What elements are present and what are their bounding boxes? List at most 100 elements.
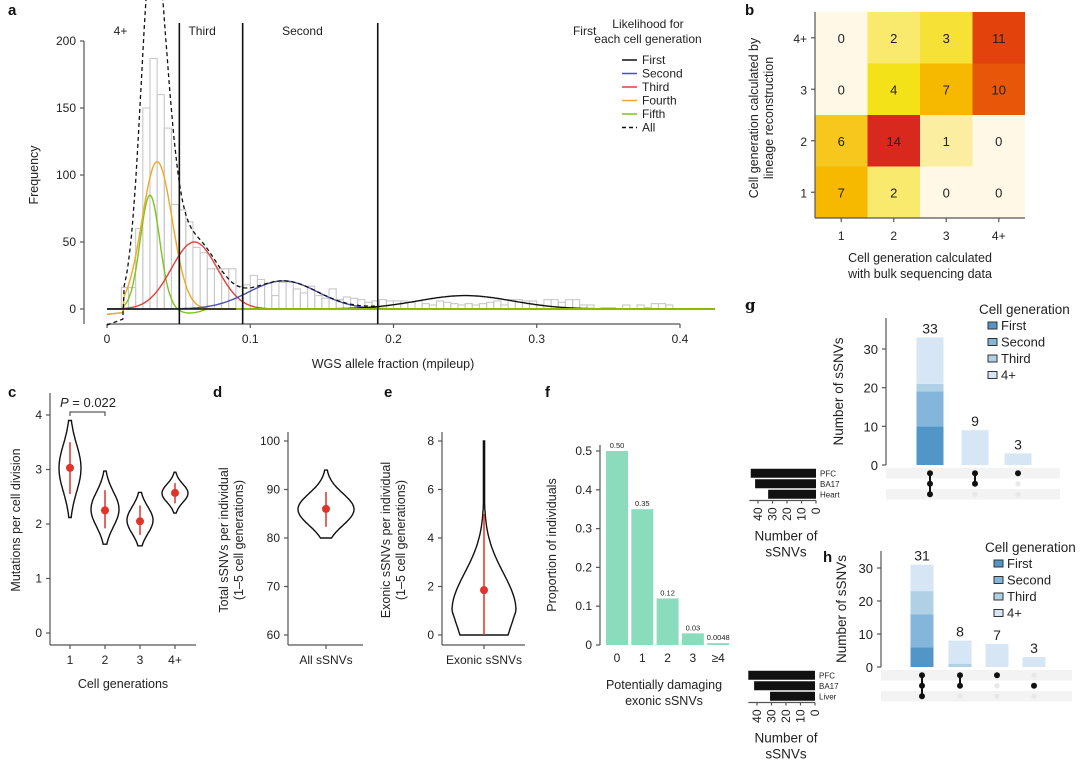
x-axis-label: Cell generation calculated (848, 251, 992, 265)
set-size-tick-label: 30 (766, 507, 780, 521)
x-tick-label: 0.4 (672, 332, 689, 346)
stacked-bar-segment-4plus (961, 430, 989, 465)
x-axis-label: WGS allele fraction (mpileup) (312, 357, 475, 371)
violin-median-point (480, 586, 488, 595)
y-tick-label: 2 (35, 517, 42, 531)
panel-label-a: a (8, 2, 17, 19)
y-tick-label: 0 (35, 626, 42, 640)
histogram-bar (314, 295, 323, 310)
bar-total-label: 33 (922, 320, 938, 336)
histogram-bar (192, 246, 201, 310)
heatmap-cell-value: 1 (943, 134, 950, 149)
histogram-bar (271, 295, 280, 310)
bar-total-label: 7 (993, 627, 1001, 643)
histogram-bar (414, 300, 423, 310)
heatmap-cell (867, 63, 920, 115)
heatmap-cell-value: 2 (890, 185, 897, 200)
region-label: Second (282, 24, 323, 38)
y-tick-label: 4+ (793, 32, 807, 46)
curve-all (106, 0, 378, 326)
y-tick-label: 70 (267, 580, 281, 594)
set-size-bar (754, 681, 815, 691)
x-tick-label: 0.1 (242, 332, 259, 346)
matrix-dot-empty (994, 683, 1000, 689)
panel-label-f: f (545, 384, 551, 401)
set-name-label: BA17 (819, 682, 839, 691)
heatmap-cell (867, 115, 920, 167)
x-tick-label: ≥4 (712, 651, 726, 665)
histogram-bar (321, 297, 330, 310)
y-tick-label: 0 (585, 638, 592, 652)
bar-value-label: 0.35 (635, 499, 650, 508)
matrix-dot-empty (1031, 693, 1037, 699)
stacked-bar-segment-4plus (1004, 453, 1032, 465)
legend-label: Third (1001, 351, 1031, 366)
bar-total-label: 3 (1014, 436, 1022, 452)
panel-label-g: g (745, 296, 756, 314)
heatmap-cell (815, 115, 868, 167)
histogram-bar (292, 288, 301, 310)
bar-total-label: 9 (971, 413, 979, 429)
y-tick-label: 0 (69, 302, 76, 316)
y-tick-label: 60 (267, 628, 281, 642)
y-tick-label: 4 (427, 531, 434, 545)
y-tick-label: 4 (35, 408, 42, 422)
heatmap-cell (920, 12, 973, 64)
legend-title: Cell generation (985, 540, 1076, 555)
heatmap-cell-value: 0 (995, 134, 1002, 149)
x-tick-label: 3 (690, 651, 697, 665)
heatmap-cell (815, 12, 868, 64)
histogram-bar (156, 94, 165, 310)
heatmap-cell (815, 166, 868, 218)
legend-label: Fifth (642, 107, 665, 121)
stacked-bar-segment-second (910, 614, 934, 648)
y-axis-label: Cell generation calculated by (747, 37, 761, 198)
legend-label: Second (1001, 335, 1045, 350)
bar-value-label: 0.03 (686, 623, 701, 632)
heatmap-cell-value: 7 (943, 82, 950, 97)
violin-shape (90, 470, 120, 545)
stacked-bar-segment-second (916, 391, 944, 427)
set-size-bar (755, 479, 816, 489)
violin-median-point (66, 463, 74, 472)
y-axis-label: lineage reconstruction (762, 57, 776, 179)
matrix-row-band (881, 691, 1072, 702)
y-tick-label: 0.5 (575, 444, 592, 458)
histogram-bar (285, 281, 294, 310)
x-tick-label: 2 (890, 229, 897, 243)
panel-d-violin: 60 70 80 90 100 All sSNVs Total sSNVs per indi… (217, 432, 363, 667)
heatmap-cell-value: 3 (943, 31, 950, 46)
heatmap-cell (867, 166, 920, 218)
y-tick-label: 50 (63, 235, 77, 249)
set-size-tick-label: 20 (780, 507, 794, 521)
histogram-bar (256, 278, 266, 310)
region-label: Third (188, 24, 215, 38)
set-size-tick-label: 20 (779, 709, 793, 723)
y-axis-label: Total sSNVs per individual (217, 467, 231, 612)
y-tick-label: 30 (864, 342, 878, 357)
violin-median-point (171, 488, 179, 497)
bar (631, 509, 654, 645)
p-value-annotation: P = 0.022 (60, 395, 116, 410)
heatmap-cell (920, 63, 973, 115)
histogram-bar (486, 301, 495, 310)
legend-label: First (1001, 318, 1027, 333)
curve-fifth (106, 194, 708, 316)
histogram-bar (493, 300, 502, 310)
y-axis-label: Number of sSNVs (831, 337, 846, 445)
x-tick-label: 3 (137, 653, 144, 667)
heatmap-cell-value: 0 (838, 31, 845, 46)
legend-label: Second (1007, 573, 1051, 588)
heatmap-cell (815, 63, 868, 115)
bar-total-label: 3 (1030, 640, 1038, 656)
heatmap-cell-value: 0 (838, 82, 845, 97)
x-tick-label: 4+ (992, 229, 1006, 243)
histogram-bar (249, 274, 258, 310)
legend-swatch (987, 371, 998, 379)
x-tick-label: 2 (102, 653, 109, 667)
x-tick-label: 0.2 (385, 332, 402, 346)
y-tick-label: 8 (427, 434, 434, 448)
y-tick-label: 3 (35, 463, 42, 477)
